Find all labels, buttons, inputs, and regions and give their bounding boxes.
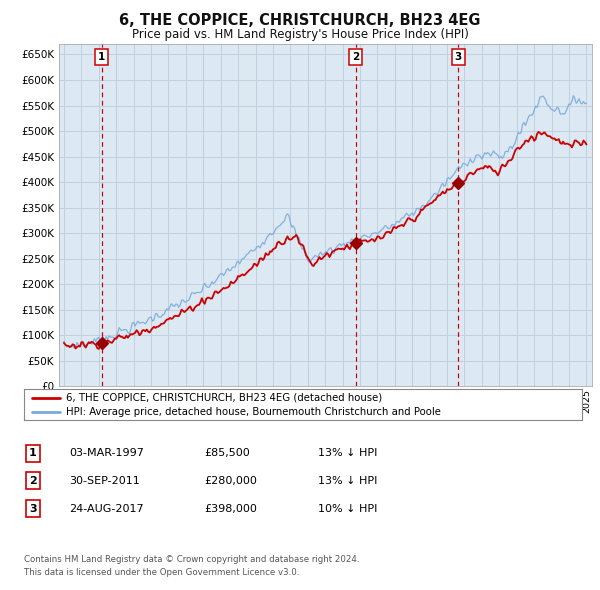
Text: Price paid vs. HM Land Registry's House Price Index (HPI): Price paid vs. HM Land Registry's House … <box>131 28 469 41</box>
Text: 3: 3 <box>29 504 37 513</box>
Text: 10% ↓ HPI: 10% ↓ HPI <box>318 504 377 513</box>
Text: 3: 3 <box>455 52 462 62</box>
Text: 13% ↓ HPI: 13% ↓ HPI <box>318 476 377 486</box>
Text: 6, THE COPPICE, CHRISTCHURCH, BH23 4EG: 6, THE COPPICE, CHRISTCHURCH, BH23 4EG <box>119 12 481 28</box>
Text: 03-MAR-1997: 03-MAR-1997 <box>69 448 144 458</box>
Text: 24-AUG-2017: 24-AUG-2017 <box>69 504 143 513</box>
Text: 30-SEP-2011: 30-SEP-2011 <box>69 476 140 486</box>
Text: £398,000: £398,000 <box>204 504 257 513</box>
Text: 2: 2 <box>29 476 37 486</box>
Text: £280,000: £280,000 <box>204 476 257 486</box>
Text: HPI: Average price, detached house, Bournemouth Christchurch and Poole: HPI: Average price, detached house, Bour… <box>66 408 441 417</box>
Text: 1: 1 <box>98 52 106 62</box>
Text: 1: 1 <box>29 448 37 458</box>
Text: This data is licensed under the Open Government Licence v3.0.: This data is licensed under the Open Gov… <box>24 568 299 577</box>
Text: £85,500: £85,500 <box>204 448 250 458</box>
Text: 6, THE COPPICE, CHRISTCHURCH, BH23 4EG (detached house): 6, THE COPPICE, CHRISTCHURCH, BH23 4EG (… <box>66 393 382 403</box>
Text: Contains HM Land Registry data © Crown copyright and database right 2024.: Contains HM Land Registry data © Crown c… <box>24 555 359 563</box>
Text: 13% ↓ HPI: 13% ↓ HPI <box>318 448 377 458</box>
Text: 2: 2 <box>352 52 359 62</box>
